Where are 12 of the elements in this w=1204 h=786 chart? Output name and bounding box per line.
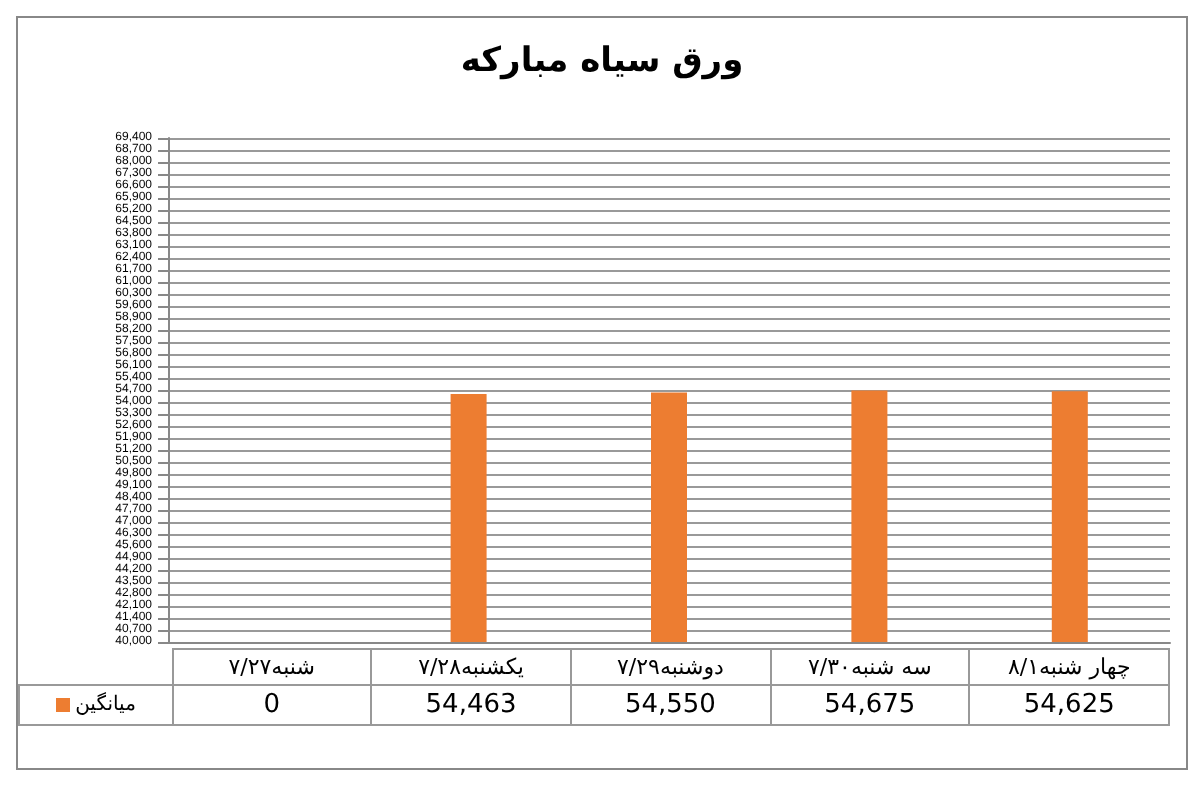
- legend-label: میانگین: [75, 694, 136, 716]
- chart-title: ورق سیاه مبارکه: [460, 41, 744, 81]
- x-tick-label: یکشنبه۷/۲۸: [371, 649, 571, 685]
- x-tick-label: شنبه۷/۲۷: [172, 649, 372, 685]
- data-label: 54,550: [570, 685, 771, 725]
- data-label: 54,463: [371, 685, 571, 725]
- x-tick-label: چهار شنبه۸/۱: [969, 649, 1169, 685]
- data-label: 54,675: [770, 685, 970, 725]
- data-label: 54,625: [969, 685, 1169, 725]
- text: 0: [263, 690, 280, 720]
- x-tick-label: دوشنبه۷/۲۹: [570, 649, 771, 685]
- x-tick-label: سه شنبه۷/۳۰: [770, 649, 970, 685]
